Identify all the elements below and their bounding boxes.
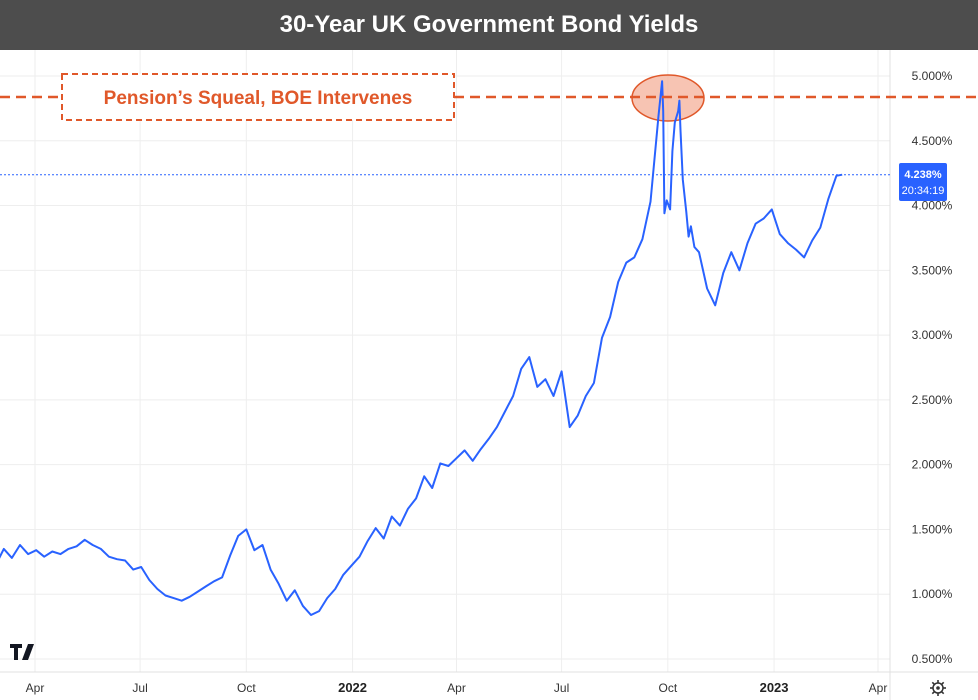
annotation-box bbox=[61, 73, 455, 121]
x-tick-label: 2023 bbox=[760, 680, 789, 695]
last-price-time: 20:34:19 bbox=[902, 185, 945, 197]
annotation-text: Pension’s Squeal, BOE Intervenes bbox=[104, 88, 413, 109]
y-tick-label: 2.000% bbox=[912, 458, 953, 472]
x-tick-label: Jul bbox=[132, 681, 147, 695]
y-tick-label: 0.500% bbox=[912, 652, 953, 666]
last-price-badge: 4.238% 20:34:19 bbox=[899, 163, 947, 201]
axes bbox=[0, 50, 978, 700]
x-axis-ticks: Apr Jul Oct 2022 Apr Jul Oct 2023 Apr bbox=[26, 680, 888, 695]
y-tick-label: 4.000% bbox=[912, 199, 953, 213]
last-price-value: 4.238% bbox=[904, 169, 942, 181]
chart-area[interactable]: 0.500% 1.000% 1.500% 2.000% 2.500% 3.000% 3.50… bbox=[0, 50, 978, 700]
x-tick-label: Apr bbox=[26, 681, 45, 695]
y-tick-label: 3.000% bbox=[912, 328, 953, 342]
x-tick-label: 2022 bbox=[338, 680, 367, 695]
y-axis-ticks: 0.500% 1.000% 1.500% 2.000% 2.500% 3.000% 3.50… bbox=[912, 69, 953, 666]
chart-title: 30-Year UK Government Bond Yields bbox=[0, 0, 978, 50]
y-tick-label: 2.500% bbox=[912, 393, 953, 407]
tradingview-logo-icon[interactable] bbox=[10, 644, 34, 660]
x-tick-label: Oct bbox=[237, 681, 256, 695]
y-tick-label: 3.500% bbox=[912, 263, 953, 277]
x-tick-label: Oct bbox=[658, 681, 677, 695]
y-tick-label: 5.000% bbox=[912, 69, 953, 83]
gear-icon[interactable] bbox=[930, 680, 946, 696]
y-tick-label: 4.500% bbox=[912, 134, 953, 148]
y-tick-label: 1.000% bbox=[912, 587, 953, 601]
x-tick-label: Apr bbox=[869, 681, 888, 695]
gridlines bbox=[0, 50, 890, 672]
x-tick-label: Jul bbox=[554, 681, 569, 695]
series-line-30y-gilt-yield bbox=[0, 80, 843, 616]
y-tick-label: 1.500% bbox=[912, 522, 953, 536]
x-tick-label: Apr bbox=[447, 681, 466, 695]
